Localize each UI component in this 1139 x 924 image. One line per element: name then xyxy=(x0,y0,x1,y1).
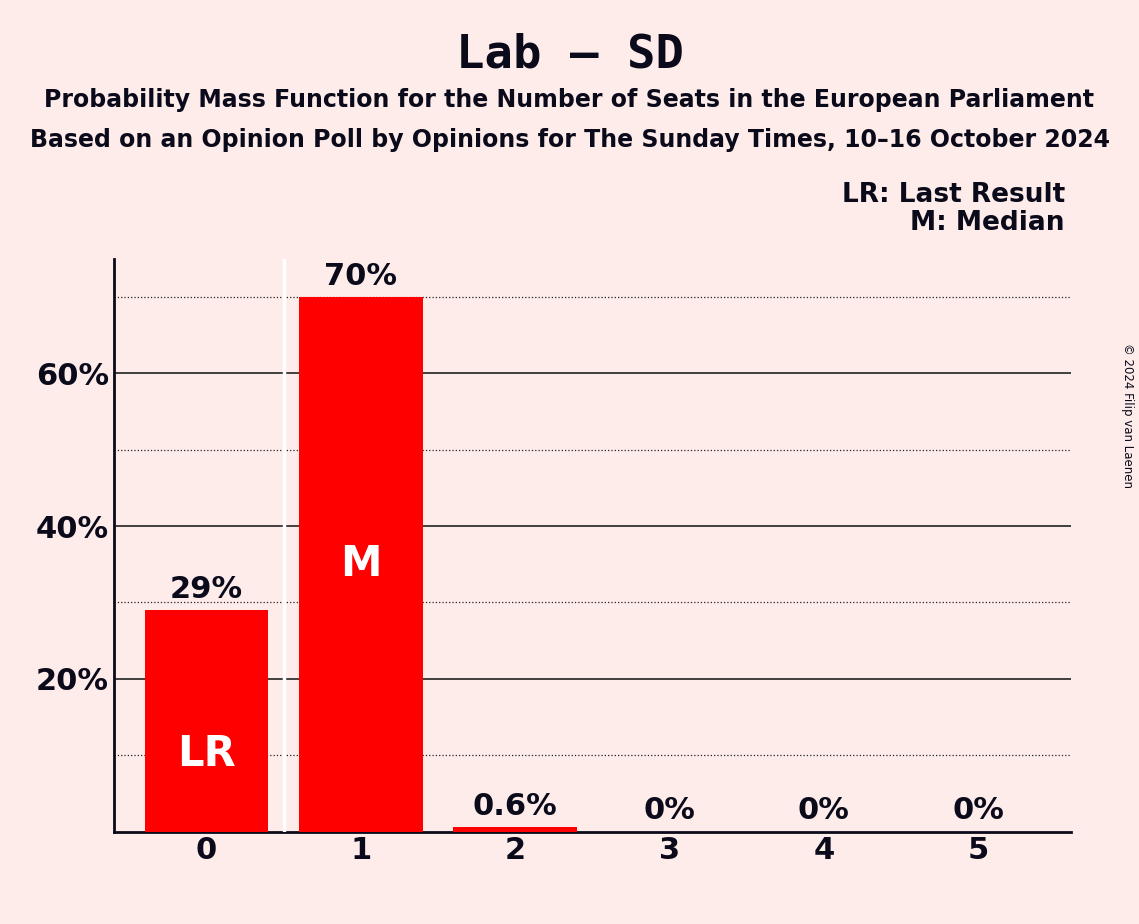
Text: Probability Mass Function for the Number of Seats in the European Parliament: Probability Mass Function for the Number… xyxy=(44,88,1095,112)
Text: © 2024 Filip van Laenen: © 2024 Filip van Laenen xyxy=(1121,344,1134,488)
Text: Lab – SD: Lab – SD xyxy=(456,32,683,78)
Text: LR: Last Result: LR: Last Result xyxy=(842,182,1065,208)
Bar xyxy=(300,297,423,832)
Text: M: Median: M: Median xyxy=(910,210,1065,236)
Text: 0%: 0% xyxy=(952,796,1003,825)
Text: 0.6%: 0.6% xyxy=(473,792,557,821)
Text: 29%: 29% xyxy=(170,575,243,604)
Text: Based on an Opinion Poll by Opinions for The Sunday Times, 10–16 October 2024: Based on an Opinion Poll by Opinions for… xyxy=(30,128,1109,152)
Text: 0%: 0% xyxy=(797,796,850,825)
Text: M: M xyxy=(341,543,382,585)
Text: 0%: 0% xyxy=(644,796,696,825)
Bar xyxy=(145,610,268,832)
Text: 70%: 70% xyxy=(325,261,398,291)
Text: LR: LR xyxy=(178,733,236,775)
Bar xyxy=(453,827,576,832)
